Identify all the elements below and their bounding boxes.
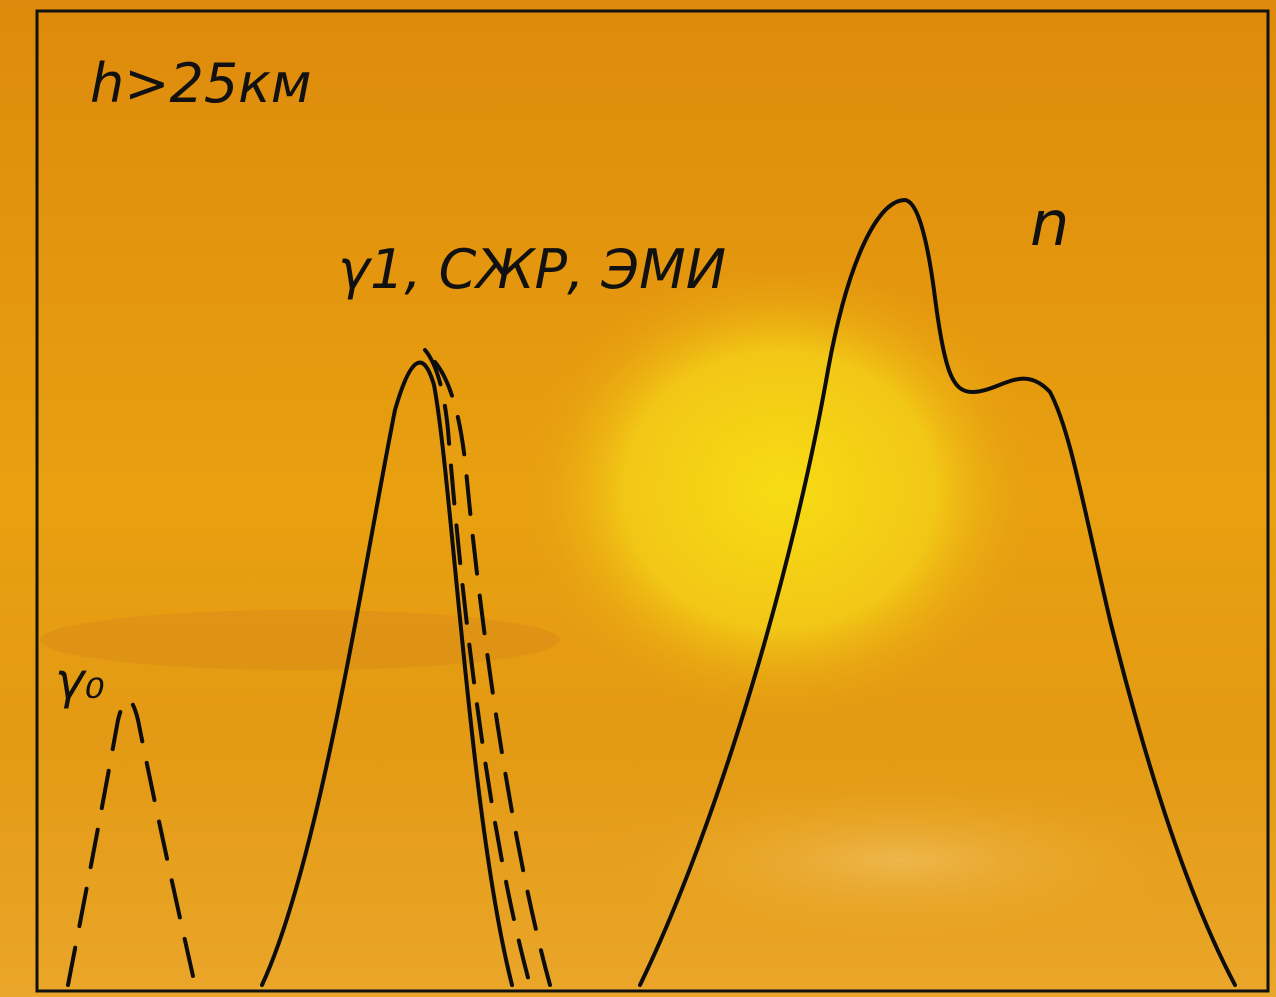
haze <box>570 770 1230 950</box>
altitude-label: h>25км <box>90 52 312 115</box>
cloud-band <box>40 610 560 670</box>
peak-label: γ1, СЖР, ЭМИ <box>338 238 726 301</box>
gamma1-curve <box>260 360 514 987</box>
dashed-curve-1 <box>423 348 532 987</box>
gamma0-curve <box>66 698 197 987</box>
neutron-curve <box>638 198 1237 987</box>
frame <box>35 9 1270 993</box>
fireball-glow <box>520 260 1040 720</box>
peak-label: γ₀ <box>55 652 105 710</box>
peak-label: n <box>1030 187 1069 260</box>
